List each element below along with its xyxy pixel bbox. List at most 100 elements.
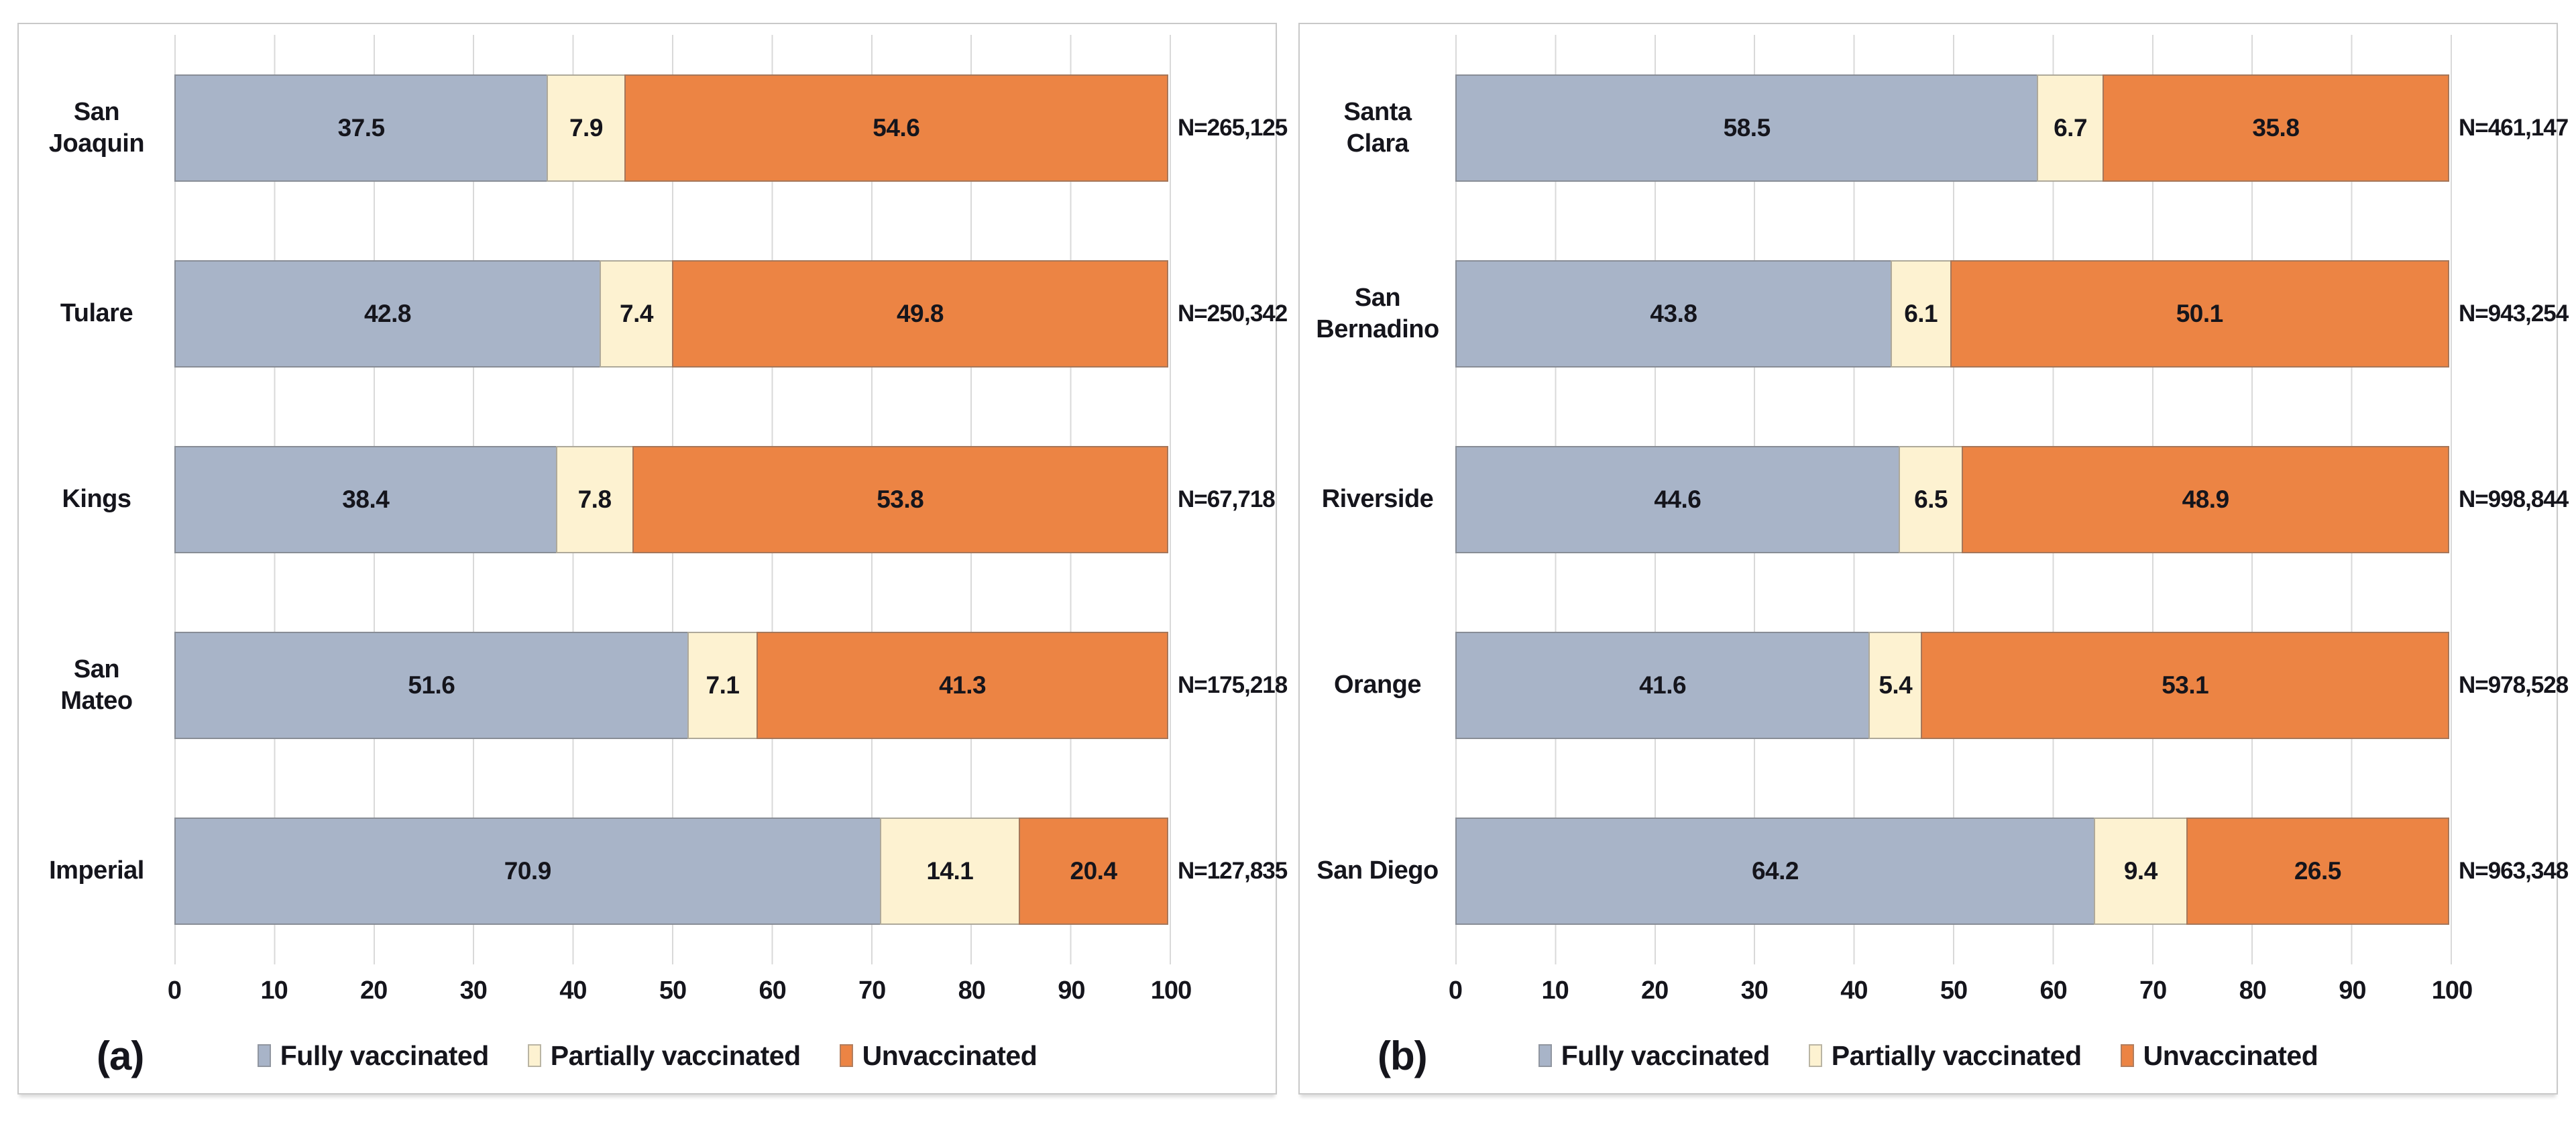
x-axis-tick: 100 <box>2431 976 2473 1005</box>
bar-value-label: 70.9 <box>504 856 552 885</box>
x-axis-tick: 40 <box>1840 976 1868 1005</box>
n-total-label: N=963,348 <box>2459 857 2569 884</box>
table-row: Orange 41.6 5.4 53.1 N=978,528 <box>1300 592 2569 778</box>
x-axis-tick: 50 <box>1940 976 1968 1005</box>
county-label-imperial: Imperial <box>49 856 144 885</box>
bar-value-label: 53.1 <box>2162 671 2209 699</box>
legend-item-fully-vaccinated: Fully vaccinated <box>257 1040 490 1072</box>
x-axis-tick: 20 <box>1641 976 1669 1005</box>
n-total-label: N=175,218 <box>1178 671 1288 698</box>
bar-track: 42.8 7.4 49.8 <box>174 221 1171 406</box>
x-axis-tick: 0 <box>1448 976 1463 1005</box>
legend-swatch-partially-vaccinated-icon <box>1808 1044 1822 1067</box>
bar-segment-unvaccinated: 53.8 <box>632 445 1168 553</box>
table-row: Tulare 42.8 7.4 49.8 N=250,342 <box>19 221 1288 406</box>
bar-segment-fully-vaccinated: 70.9 <box>174 817 881 925</box>
bar-value-label: 7.8 <box>577 485 612 513</box>
legend-swatch-fully-vaccinated-icon <box>257 1044 271 1067</box>
bar-value-label: 51.6 <box>408 671 455 699</box>
x-axis-tick: 30 <box>459 976 488 1005</box>
table-row: San Bernadino 43.8 6.1 50.1 N=943,254 <box>1300 221 2569 406</box>
chart-panel--a-: San Joaquin 37.5 7.9 54.6 N=265,125 Tulare 42.… <box>17 23 1288 1095</box>
x-axis-tick: 40 <box>559 976 587 1005</box>
bar-segment-unvaccinated: 35.8 <box>2102 74 2449 182</box>
bar-segment-fully-vaccinated: 64.2 <box>1455 817 2095 925</box>
county-label-san-diego: San Diego <box>1317 856 1439 885</box>
stacked-bar-tulare: 42.8 7.4 49.8 <box>174 260 1171 368</box>
legend-item-partially-vaccinated: Partially vaccinated <box>527 1040 801 1072</box>
bar-track: 41.6 5.4 53.1 <box>1455 592 2452 778</box>
table-row: Imperial 70.9 14.1 20.4 N=127,835 <box>19 778 1288 964</box>
bar-segment-unvaccinated: 53.1 <box>1921 631 2449 739</box>
bar-segment-partially-vaccinated: 7.1 <box>687 631 759 739</box>
bar-value-label: 6.7 <box>2054 113 2088 142</box>
county-label-tulare: Tulare <box>60 299 133 328</box>
bar-segment-partially-vaccinated: 6.5 <box>1898 445 1964 553</box>
legend-swatch-fully-vaccinated-icon <box>1538 1044 1552 1067</box>
bar-value-label: 7.4 <box>620 299 653 327</box>
chart-panel--b-: Santa Clara 58.5 6.7 35.8 N=461,147 San Berna… <box>1298 23 2569 1095</box>
county-label-san-bernadino: San Bernadino <box>1316 284 1439 343</box>
x-axis-tick: 80 <box>2239 976 2267 1005</box>
bar-value-label: 37.5 <box>337 113 386 142</box>
bar-segment-partially-vaccinated: 14.1 <box>879 817 1021 925</box>
x-axis-tick: 30 <box>1740 976 1769 1005</box>
stacked-bar-kings: 38.4 7.8 53.8 <box>174 445 1171 553</box>
bar-track: 51.6 7.1 41.3 <box>174 592 1171 778</box>
bar-segment-unvaccinated: 48.9 <box>1962 445 2449 553</box>
legend-swatch-unvaccinated-icon <box>839 1044 853 1067</box>
legend-item-partially-vaccinated: Partially vaccinated <box>1808 1040 2082 1072</box>
county-label-santa-clara: Santa Clara <box>1343 98 1412 158</box>
bar-value-label: 49.8 <box>896 299 944 327</box>
x-axis-tick: 0 <box>167 976 182 1005</box>
legend-label: Partially vaccinated <box>550 1040 801 1071</box>
legend-swatch-unvaccinated-icon <box>2120 1044 2134 1067</box>
legend-label: Fully vaccinated <box>280 1040 490 1071</box>
x-axis-tick: 90 <box>1058 976 1085 1005</box>
bar-value-label: 54.6 <box>873 113 920 142</box>
bar-segment-partially-vaccinated: 9.4 <box>2094 817 2188 925</box>
x-axis: 0 10 20 30 40 50 60 70 80 90 100 <box>168 976 1192 1014</box>
bar-value-label: 42.8 <box>363 299 412 327</box>
bar-value-label: 64.2 <box>1751 856 1799 885</box>
stacked-bar-san-mateo: 51.6 7.1 41.3 <box>174 631 1171 739</box>
bar-value-label: 9.4 <box>2123 856 2158 885</box>
table-row: San Mateo 51.6 7.1 41.3 N=175,218 <box>19 592 1288 778</box>
legend-swatch-partially-vaccinated-icon <box>527 1044 541 1067</box>
bar-value-label: 6.5 <box>1914 485 1948 513</box>
bar-value-label: 35.8 <box>2252 113 2300 142</box>
bar-segment-fully-vaccinated: 51.6 <box>174 631 689 739</box>
bar-segment-partially-vaccinated: 5.4 <box>1868 631 1923 739</box>
bar-segment-fully-vaccinated: 37.5 <box>174 74 549 182</box>
bar-segment-partially-vaccinated: 7.8 <box>555 445 634 553</box>
county-label-san-joaquin: San Joaquin <box>48 98 145 158</box>
bar-value-label: 38.4 <box>342 485 390 513</box>
bar-value-label: 5.4 <box>1879 671 1913 699</box>
bar-value-label: 41.3 <box>939 671 987 699</box>
legend-label: Unvaccinated <box>2143 1040 2318 1071</box>
legend: Fully vaccinated Partially vaccinated Unva… <box>1300 1029 2557 1082</box>
bar-value-label: 44.6 <box>1654 485 1701 513</box>
stacked-bar-santa-clara: 58.5 6.7 35.8 <box>1455 74 2452 182</box>
table-row: Riverside 44.6 6.5 48.9 N=998,844 <box>1300 406 2569 592</box>
bar-value-label: 50.1 <box>2176 299 2224 327</box>
x-axis-tick: 70 <box>2139 976 2167 1005</box>
legend-label: Partially vaccinated <box>1831 1040 2082 1071</box>
x-axis-tick: 10 <box>1541 976 1569 1005</box>
bar-track: 43.8 6.1 50.1 <box>1455 221 2452 406</box>
n-total-label: N=943,254 <box>2459 300 2569 327</box>
table-row: San Joaquin 37.5 7.9 54.6 N=265,125 <box>19 35 1288 221</box>
x-axis: 0 10 20 30 40 50 60 70 80 90 100 <box>1449 976 2473 1014</box>
bar-segment-unvaccinated: 54.6 <box>624 74 1168 182</box>
bar-track: 44.6 6.5 48.9 <box>1455 406 2452 592</box>
stacked-bar-san-bernadino: 43.8 6.1 50.1 <box>1455 260 2452 368</box>
stacked-bar-san-joaquin: 37.5 7.9 54.6 <box>174 74 1171 182</box>
bar-segment-fully-vaccinated: 43.8 <box>1455 260 1892 368</box>
bar-track: 58.5 6.7 35.8 <box>1455 35 2452 221</box>
bar-value-label: 43.8 <box>1650 299 1697 327</box>
n-total-label: N=265,125 <box>1178 114 1288 141</box>
county-label-san-mateo: San Mateo <box>60 655 133 715</box>
bar-segment-fully-vaccinated: 38.4 <box>174 445 557 553</box>
county-label-kings: Kings <box>62 485 131 514</box>
